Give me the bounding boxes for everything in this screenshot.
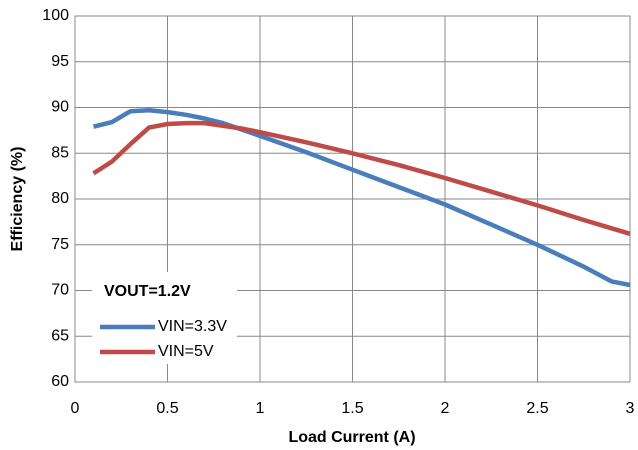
legend-label: VIN=3.3V [158, 318, 227, 335]
x-tick-label: 0.5 [156, 400, 178, 417]
y-tick-label: 95 [51, 53, 69, 70]
y-tick-label: 75 [51, 236, 69, 253]
series-line [92, 107, 631, 288]
x-tick-label: 0 [71, 400, 80, 417]
x-tick-label: 1.5 [341, 400, 363, 417]
x-tick-label: 1 [256, 400, 265, 417]
legend-box [92, 272, 237, 364]
x-tick-label: 2 [441, 400, 450, 417]
x-tick-label: 2.5 [526, 400, 548, 417]
plot-border [74, 15, 631, 383]
x-tick-label: 3 [626, 400, 635, 417]
y-tick-label: 60 [51, 373, 69, 390]
y-tick-label: 80 [51, 190, 69, 207]
y-tick-label: 100 [42, 7, 69, 24]
legend-label: VIN=5V [158, 343, 214, 360]
y-tick-label: 70 [51, 282, 69, 299]
y-tick-label: 85 [51, 144, 69, 161]
y-tick-label: 65 [51, 327, 69, 344]
annotation: VOUT=1.2V [104, 283, 191, 300]
y-axis-title: Efficiency (%) [9, 147, 26, 252]
x-axis-title: Load Current (A) [288, 429, 415, 446]
y-tick-label: 90 [51, 99, 69, 116]
series-line [92, 120, 631, 236]
